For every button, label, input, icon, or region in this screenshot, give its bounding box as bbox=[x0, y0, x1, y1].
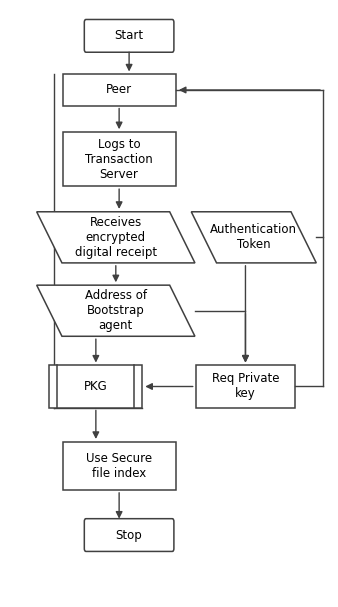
FancyBboxPatch shape bbox=[84, 19, 174, 52]
Polygon shape bbox=[37, 285, 195, 336]
Text: Receives
encrypted
digital receipt: Receives encrypted digital receipt bbox=[75, 216, 157, 259]
Bar bbox=[63, 74, 176, 106]
Text: Use Secure
file index: Use Secure file index bbox=[86, 452, 152, 480]
Bar bbox=[63, 132, 176, 186]
Text: Req Private
key: Req Private key bbox=[212, 373, 279, 401]
Text: Start: Start bbox=[115, 29, 144, 42]
Text: Stop: Stop bbox=[116, 529, 143, 541]
Text: Peer: Peer bbox=[106, 84, 132, 97]
Polygon shape bbox=[37, 212, 195, 263]
Text: PKG: PKG bbox=[84, 380, 108, 393]
Bar bbox=[63, 442, 176, 490]
Text: Logs to
Transaction
Server: Logs to Transaction Server bbox=[85, 138, 153, 181]
Text: Address of
Bootstrap
agent: Address of Bootstrap agent bbox=[85, 289, 147, 332]
Text: Authentication
Token: Authentication Token bbox=[210, 223, 297, 251]
Polygon shape bbox=[191, 212, 316, 263]
FancyBboxPatch shape bbox=[84, 519, 174, 551]
Bar bbox=[49, 365, 142, 407]
Bar bbox=[196, 365, 295, 407]
